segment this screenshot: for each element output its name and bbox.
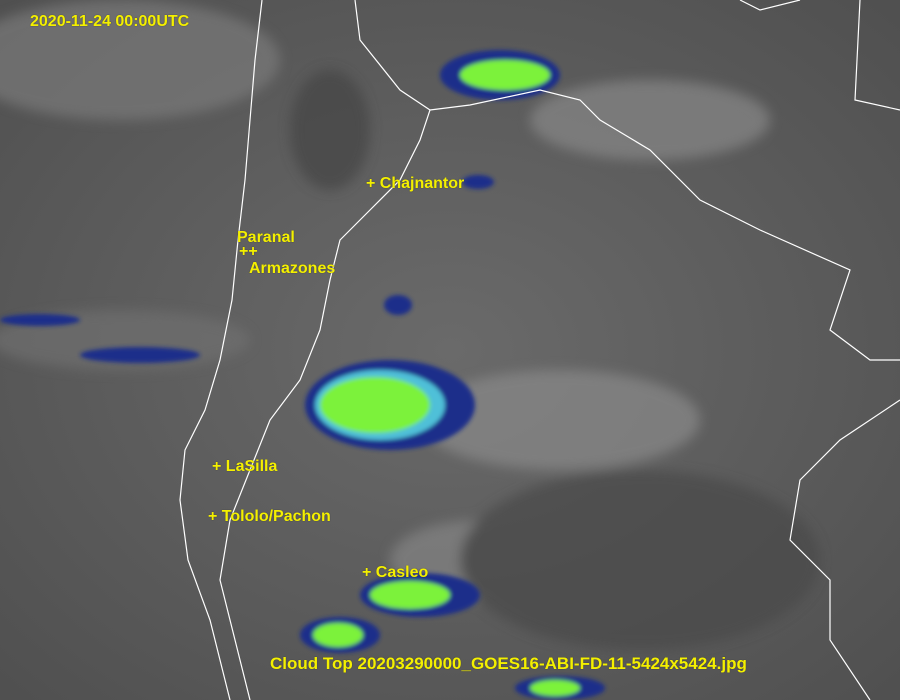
site-label-paranal: Paranal bbox=[237, 229, 295, 246]
site-label-casleo: + Casleo bbox=[362, 564, 429, 581]
country-borders bbox=[179, 0, 900, 700]
site-label-chajnantor: + Chajnantor bbox=[366, 175, 465, 192]
site-marker-paranal-armazones: ++ bbox=[239, 243, 258, 260]
site-label-armazones: Armazones bbox=[249, 260, 336, 277]
cold-cloud-tops bbox=[0, 50, 605, 700]
site-label-tololo-pachon: + Tololo/Pachon bbox=[208, 508, 331, 525]
image-caption: Cloud Top 20203290000_GOES16-ABI-FD-11-5… bbox=[270, 654, 747, 673]
timestamp-label: 2020-11-24 00:00UTC bbox=[30, 13, 190, 30]
site-label-lasilla: + LaSilla bbox=[212, 458, 278, 475]
